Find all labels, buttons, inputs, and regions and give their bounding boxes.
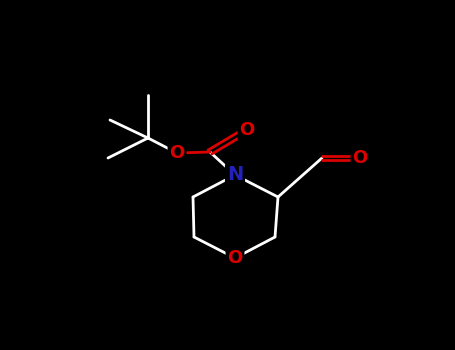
Text: O: O	[239, 121, 255, 139]
Text: O: O	[169, 144, 185, 162]
Text: O: O	[352, 149, 368, 167]
Text: N: N	[227, 166, 243, 184]
Text: O: O	[228, 249, 243, 267]
